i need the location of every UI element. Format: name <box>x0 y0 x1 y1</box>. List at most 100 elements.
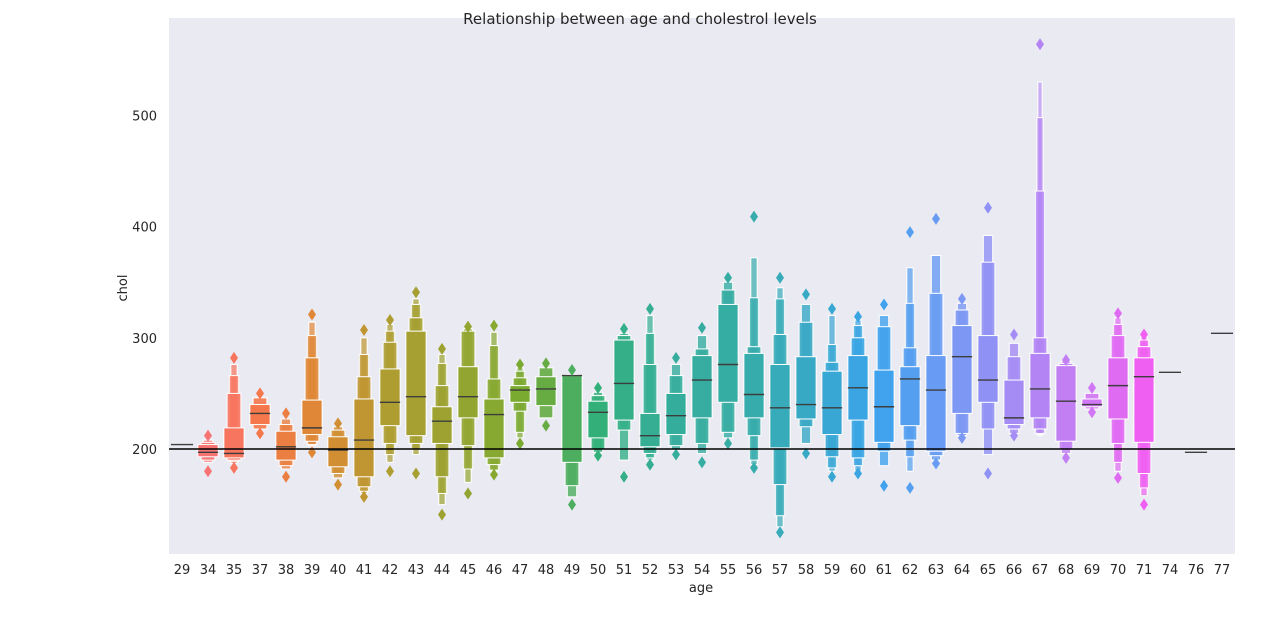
outlier-marker <box>594 381 602 394</box>
y-tick-label: 200 <box>132 443 157 458</box>
box-group <box>249 387 271 440</box>
plot-area <box>169 18 1235 554</box>
outlier-marker <box>932 457 940 470</box>
box-group <box>535 357 557 432</box>
box-level <box>1029 352 1051 419</box>
box-level <box>379 368 401 427</box>
x-tick-label: 76 <box>1188 563 1205 578</box>
y-axis-label: chol <box>116 275 131 302</box>
box-level <box>769 363 791 449</box>
x-tick-label: 62 <box>902 563 919 578</box>
box-group <box>1081 381 1103 419</box>
x-tick-label: 53 <box>668 563 685 578</box>
box-group <box>717 271 739 450</box>
x-tick-label: 66 <box>1006 563 1023 578</box>
outlier-marker <box>646 302 654 315</box>
outlier-marker <box>958 431 966 444</box>
outlier-marker <box>230 351 238 364</box>
outlier-marker <box>620 470 628 483</box>
box-group <box>327 417 349 491</box>
box-group <box>1107 307 1129 484</box>
box-group <box>691 321 713 469</box>
box-level <box>483 398 505 459</box>
box-level <box>951 325 973 414</box>
outlier-marker <box>672 351 680 364</box>
outlier-marker <box>1062 451 1070 464</box>
box-level <box>1034 190 1046 434</box>
x-tick-label: 43 <box>408 563 425 578</box>
box-group <box>1055 354 1077 464</box>
outlier-marker <box>906 226 914 239</box>
outlier-marker <box>568 498 576 511</box>
box-level <box>275 430 297 461</box>
outlier-marker <box>282 470 290 483</box>
outlier-marker <box>464 320 472 333</box>
outlier-marker <box>906 481 914 494</box>
box-group <box>509 358 531 450</box>
box-level <box>925 355 947 452</box>
box-group <box>561 364 583 511</box>
box-group <box>587 381 609 462</box>
box-level <box>639 412 661 448</box>
box-level <box>899 366 921 427</box>
x-tick-label: 77 <box>1214 563 1231 578</box>
outlier-marker <box>490 468 498 481</box>
outlier-marker <box>750 461 758 474</box>
outlier-marker <box>828 302 836 315</box>
x-tick-label: 40 <box>330 563 347 578</box>
box-level <box>587 400 609 439</box>
x-tick-label: 71 <box>1136 563 1153 578</box>
outlier-marker <box>360 324 368 337</box>
outlier-marker <box>568 364 576 377</box>
outlier-marker <box>1114 471 1122 484</box>
box-group <box>769 271 791 539</box>
outlier-marker <box>256 387 264 400</box>
box-group <box>613 322 635 483</box>
outlier-marker <box>854 467 862 480</box>
outlier-marker <box>802 288 810 301</box>
outlier-marker <box>594 449 602 462</box>
box-level <box>743 352 765 419</box>
x-axis-label: age <box>689 581 713 596</box>
x-tick-label: 56 <box>746 563 763 578</box>
outlier-marker <box>282 407 290 420</box>
box-group <box>1003 328 1025 442</box>
x-tick-label: 39 <box>304 563 321 578</box>
outlier-marker <box>698 456 706 469</box>
outlier-marker <box>724 437 732 450</box>
box-group <box>1029 38 1051 437</box>
outlier-marker <box>802 447 810 460</box>
box-group <box>275 407 297 483</box>
outlier-marker <box>204 429 212 442</box>
outlier-marker <box>412 286 420 299</box>
x-tick-label: 48 <box>538 563 555 578</box>
outlier-marker <box>750 210 758 223</box>
outlier-marker <box>932 212 940 225</box>
x-tick-label: 54 <box>694 563 711 578</box>
x-tick-label: 45 <box>460 563 477 578</box>
x-tick-label: 50 <box>590 563 607 578</box>
outlier-marker <box>776 271 784 284</box>
outlier-marker <box>854 310 862 323</box>
box-level <box>353 398 375 478</box>
box-level <box>1133 357 1155 443</box>
box-group <box>223 351 245 474</box>
box-group <box>925 212 947 470</box>
x-tick-label: 47 <box>512 563 529 578</box>
box-level <box>977 335 999 403</box>
x-tick-label: 60 <box>850 563 867 578</box>
box-level <box>405 330 427 437</box>
box-level <box>535 376 557 407</box>
outlier-marker <box>490 319 498 332</box>
x-tick-label: 74 <box>1162 563 1179 578</box>
box-level <box>665 392 687 436</box>
box-level <box>795 356 817 420</box>
x-tick-label: 46 <box>486 563 503 578</box>
box-group <box>977 201 999 480</box>
x-tick-label: 42 <box>382 563 399 578</box>
x-tick-label: 58 <box>798 563 815 578</box>
x-tick-label: 49 <box>564 563 581 578</box>
box-group <box>795 288 817 460</box>
x-tick-label: 38 <box>278 563 295 578</box>
outlier-marker <box>984 201 992 214</box>
